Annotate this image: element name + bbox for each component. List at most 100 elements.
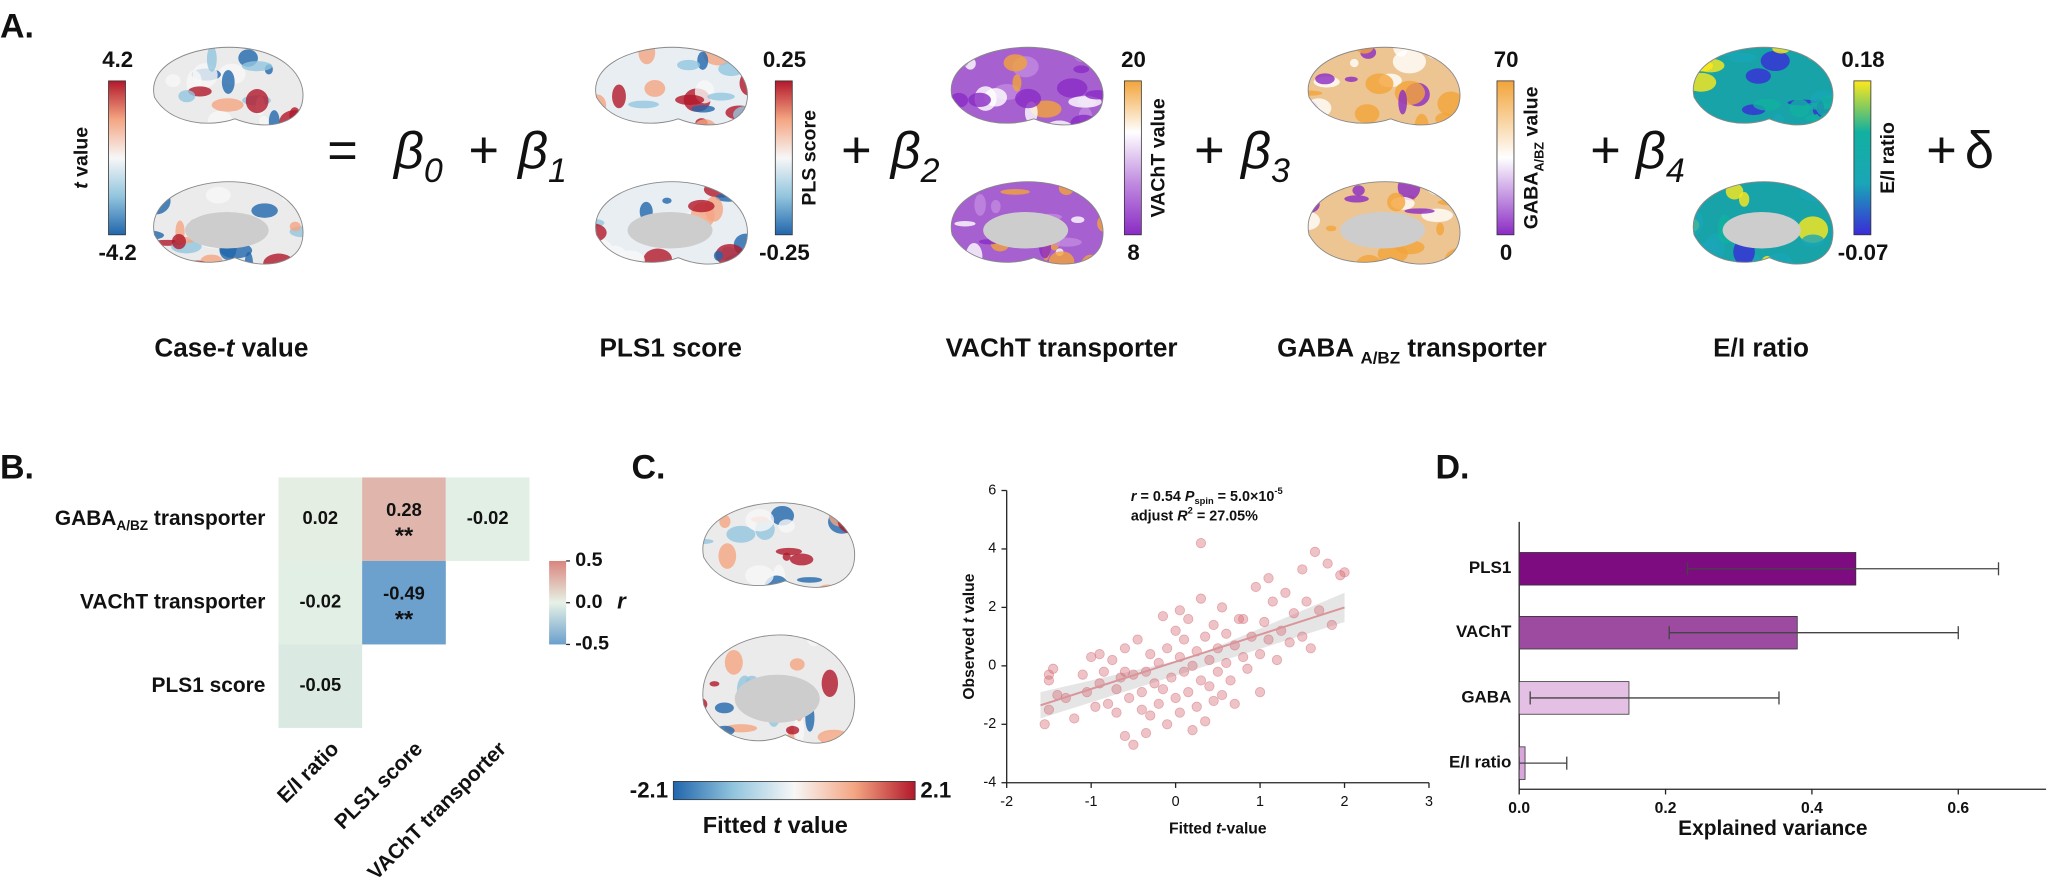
brain-region (1085, 90, 1104, 100)
brain-surface (702, 502, 855, 588)
colorbar-title-part: GABA (1520, 172, 1542, 230)
brain-region (644, 79, 666, 97)
brain-region (1697, 242, 1709, 265)
colorbar-min-label: -0.25 (759, 240, 810, 265)
scatter-point (1233, 613, 1245, 625)
x-tick-label: 3 (1425, 794, 1433, 810)
colorbar-title: E/I ratio (1877, 122, 1899, 194)
x-axis-title-part: -value (1221, 821, 1267, 838)
map-caption-part: A/BZ (1360, 349, 1400, 368)
coefficient: β3 (1239, 122, 1290, 190)
scatter-point (1178, 634, 1190, 645)
map-caption: GABA A/BZ transporter (1277, 333, 1547, 368)
coefficient-part: β (516, 122, 548, 180)
stats-annotation-part: R (1177, 508, 1188, 524)
column-label: E/I ratio (273, 737, 343, 807)
brain-region (171, 234, 186, 250)
scatter-point (1322, 558, 1333, 569)
colorbar-tick-label: 0.5 (575, 549, 602, 571)
panel-label: D. (1436, 449, 1470, 487)
confidence-band (1040, 592, 1345, 719)
scatter-point (1187, 660, 1198, 671)
scatter-point (1195, 593, 1207, 604)
scatter-point (1229, 698, 1240, 709)
equals-sign: = (327, 122, 358, 180)
coefficient-part: 2 (920, 152, 940, 190)
scatter-point (1242, 663, 1253, 674)
scatter-point (1166, 672, 1177, 683)
brain-medial-wall (627, 211, 713, 249)
map-caption-part: GABA (1277, 333, 1360, 363)
colorbar-tick-label: -0.5 (575, 633, 609, 655)
colorbar-min-label: -0.07 (1838, 240, 1889, 265)
colorbar (672, 781, 916, 801)
scatter-point (1238, 613, 1249, 625)
cell-label: -0.02 (299, 591, 341, 612)
brain-region (289, 221, 301, 232)
heatmap-cell (278, 477, 363, 561)
brain-region (1349, 58, 1359, 68)
scatter-point (1107, 654, 1118, 666)
brain-region (595, 184, 608, 207)
scatter-point (1297, 631, 1308, 642)
map-caption-part: Fitted (703, 812, 774, 838)
colorbar-title: PLS score (799, 110, 821, 206)
colorbar-min-label: 0 (1500, 240, 1512, 265)
brain-region (178, 90, 196, 103)
brain-edge (1692, 181, 1834, 265)
row-label-part: PLS1 score (152, 674, 266, 697)
colorbar-min-label: -2.1 (630, 778, 668, 803)
brain-region (241, 61, 273, 72)
brain-region (738, 263, 748, 265)
stats-annotation-part: P (1185, 489, 1195, 505)
y-tick-label: VAChT (1456, 622, 1512, 641)
map-caption: VAChT transporter (946, 333, 1178, 363)
brain-region (1403, 267, 1416, 272)
scatter-point (1259, 616, 1270, 628)
brain-region (990, 199, 1001, 214)
brain-region (775, 547, 803, 556)
cell-label: -0.05 (299, 674, 341, 695)
colorbar (1853, 80, 1872, 236)
brain-region (595, 239, 612, 254)
brain-edge (153, 181, 304, 265)
scatter-point (1136, 687, 1147, 698)
colorbar-title-part: t (71, 181, 93, 189)
row-label-part: VAChT transporter (80, 590, 265, 613)
colorbar-title-part: E/I ratio (1877, 122, 1899, 194)
brain-region (702, 581, 711, 588)
brain-region (1693, 52, 1700, 78)
brain-region (707, 92, 735, 101)
scatter-point (1149, 678, 1160, 689)
brain-edge (950, 181, 1104, 265)
brain-region (951, 181, 970, 190)
scatter-point (1043, 669, 1055, 680)
scatter-point (1309, 546, 1321, 557)
brain-region (1080, 254, 1101, 265)
brain-region (836, 645, 853, 652)
coefficient-part: β (889, 122, 921, 180)
stats-annotation-part: spin (1194, 496, 1213, 506)
stats-annotation: adjust R2 = 27.05% (1131, 506, 1258, 524)
brain-region (1693, 190, 1703, 212)
brain-region (643, 248, 673, 265)
brain-region (1012, 74, 1022, 92)
panel-label: B. (0, 449, 34, 487)
coefficient: β4 (1634, 122, 1685, 190)
map-caption-part: Case- (154, 333, 225, 363)
brain-medial-wall (983, 211, 1069, 249)
map-caption-part: value (781, 812, 848, 838)
heatmap-cell (445, 477, 530, 561)
brain-region (221, 69, 235, 94)
y-tick-label: 4 (988, 541, 996, 557)
y-tick-label: E/I ratio (1449, 753, 1511, 772)
y-tick-label: 0 (988, 658, 996, 674)
coefficient-part: β (392, 122, 424, 180)
coefficient: β1 (516, 122, 567, 190)
brain-region (1789, 99, 1810, 118)
brain-region (714, 702, 734, 714)
scatter-point (1183, 613, 1194, 625)
brain-region (1795, 47, 1821, 53)
brain-region (1015, 88, 1042, 109)
stats-annotation-part: = 27.05% (1193, 508, 1258, 524)
